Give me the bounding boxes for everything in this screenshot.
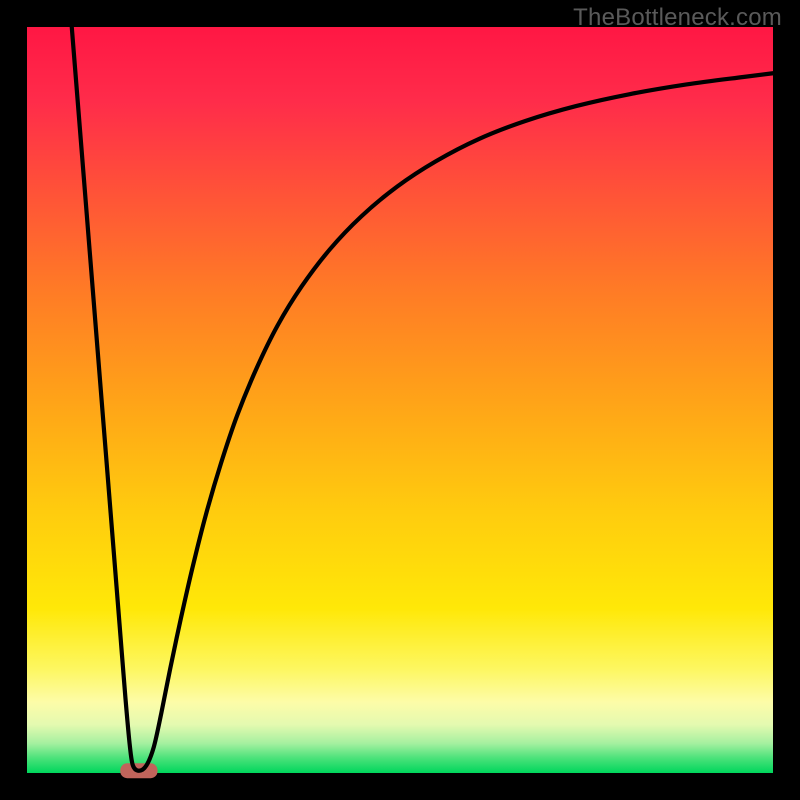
plot-area — [27, 27, 773, 773]
chart-root: TheBottleneck.com — [0, 0, 800, 800]
plot-svg — [0, 0, 800, 800]
